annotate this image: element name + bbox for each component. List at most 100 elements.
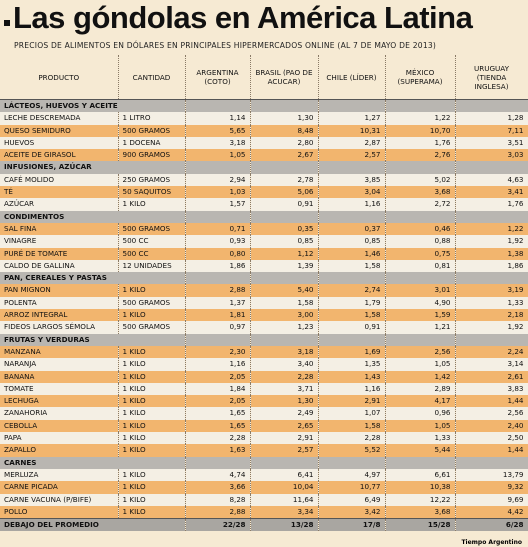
cell: 1 KILO — [118, 309, 186, 322]
cell — [318, 456, 386, 469]
footer-value: 22/28 — [185, 518, 251, 532]
cell: 1 KILO — [118, 407, 186, 420]
price: 3,01 — [385, 284, 456, 297]
product-row: PURÉ DE TOMATE 500 CC 0,80 1,12 1,46 0,75 1,38 — [0, 247, 528, 260]
price: 3,18 — [250, 345, 319, 359]
price: 3,41 — [455, 186, 528, 199]
price: 5,52 — [318, 444, 386, 457]
cell: FIDEOS LARGOS SÉMOLA — [0, 321, 119, 334]
price: 1,22 — [455, 222, 528, 236]
price: 3,00 — [250, 309, 319, 322]
price: 1,28 — [455, 112, 528, 125]
cell: 1 KILO — [118, 481, 186, 494]
cell: 1 KILO — [118, 198, 186, 211]
cell: CAFÉ MOLIDO — [0, 173, 119, 187]
price: 1,16 — [318, 382, 386, 396]
product-row: PAN MIGNON 1 KILO 2,88 5,40 2,74 3,01 3,19 — [0, 284, 528, 297]
product-row: POLENTA 500 GRAMOS 1,37 1,58 1,79 4,90 1,33 — [0, 296, 528, 310]
price: 3,04 — [318, 186, 386, 199]
cell: CEBOLLA — [0, 419, 119, 433]
price: 0,93 — [185, 235, 251, 248]
price: 3,34 — [250, 505, 319, 519]
footer-value: 6/28 — [455, 518, 528, 532]
cell — [185, 161, 251, 174]
price: 6,49 — [318, 493, 386, 506]
price: 1,21 — [385, 321, 456, 334]
price: 1,05 — [385, 419, 456, 433]
price: 4,63 — [455, 173, 528, 187]
price: 0,75 — [385, 247, 456, 260]
cell: 250 GRAMOS — [118, 173, 186, 187]
price: 1,43 — [318, 370, 386, 383]
cell: 500 GRAMOS — [118, 321, 186, 334]
price: 2,24 — [455, 345, 528, 359]
cell: 1 KILO — [118, 358, 186, 371]
cell: 500 GRAMOS — [118, 296, 186, 310]
price: 2,88 — [185, 505, 251, 519]
price: 10,31 — [318, 124, 386, 137]
price: 0,81 — [385, 259, 456, 273]
price: 1,44 — [455, 395, 528, 408]
cell — [250, 210, 319, 223]
footer-value: 15/28 — [385, 518, 456, 532]
product-row: ARROZ INTEGRAL 1 KILO 1,81 3,00 1,58 1,59 2,18 — [0, 309, 528, 322]
product-row: HUEVOS 1 DOCENA 3,18 2,80 2,87 1,76 3,51 — [0, 136, 528, 150]
table-body: LÁCTEOS, HUEVOS Y ACEITE LECHE DESCREMADA… — [0, 99, 528, 532]
cell: 12 UNIDADES — [118, 259, 186, 273]
price: 1,44 — [455, 444, 528, 457]
price: 9,32 — [455, 481, 528, 494]
price: 1,37 — [185, 296, 251, 310]
column-header: BRASIL (PAO DE ACUCAR) — [250, 55, 319, 100]
price: 1,92 — [455, 321, 528, 334]
price: 1,03 — [185, 186, 251, 199]
price: 3,19 — [455, 284, 528, 297]
price: 3,68 — [385, 186, 456, 199]
product-row: ZAPALLO 1 KILO 1,63 2,57 5,52 5,44 1,44 — [0, 444, 528, 457]
cell: 1 KILO — [118, 395, 186, 408]
cell: MANZANA — [0, 345, 119, 359]
cell: 1 KILO — [118, 284, 186, 297]
cell: LECHE DESCREMADA — [0, 112, 119, 125]
price: 3,40 — [250, 358, 319, 371]
price: 1,16 — [318, 198, 386, 211]
price: 1,84 — [185, 382, 251, 396]
price: 1,92 — [455, 235, 528, 248]
cell: 1 KILO — [118, 382, 186, 396]
price: 1,14 — [185, 112, 251, 125]
price: 2,28 — [318, 432, 386, 445]
product-row: CARNE PICADA 1 KILO 3,66 10,04 10,77 10,38 9,3… — [0, 481, 528, 494]
cell — [318, 272, 386, 285]
price: 1,65 — [185, 419, 251, 433]
cell: NARANJA — [0, 358, 119, 371]
cell: QUESO SEMIDURO — [0, 124, 119, 137]
price: 2,40 — [455, 419, 528, 433]
cell — [250, 161, 319, 174]
product-row: LECHUGA 1 KILO 2,05 1,30 2,91 4,17 1,44 — [0, 395, 528, 408]
cell — [185, 210, 251, 223]
product-row: TOMATE 1 KILO 1,84 3,71 1,16 2,89 3,83 — [0, 382, 528, 396]
section-title: CONDIMENTOS — [0, 210, 186, 223]
price: 2,56 — [385, 345, 456, 359]
price: 2,57 — [250, 444, 319, 457]
cell: 1 KILO — [118, 505, 186, 519]
product-row: MERLUZA 1 KILO 4,74 6,41 4,97 6,61 13,79 — [0, 468, 528, 482]
column-header: CANTIDAD — [118, 55, 186, 100]
price: 2,80 — [250, 136, 319, 150]
price: 1,58 — [318, 259, 386, 273]
price: 3,14 — [455, 358, 528, 371]
cell: LECHUGA — [0, 395, 119, 408]
cell: PAN MIGNON — [0, 284, 119, 297]
cell: ARROZ INTEGRAL — [0, 309, 119, 322]
price: 3,68 — [385, 505, 456, 519]
price: 1,35 — [318, 358, 386, 371]
price: 2,28 — [250, 370, 319, 383]
price: 1,81 — [185, 309, 251, 322]
price: 3,83 — [455, 382, 528, 396]
price: 3,51 — [455, 136, 528, 150]
product-row: QUESO SEMIDURO 500 GRAMOS 5,65 8,48 10,31 10,… — [0, 124, 528, 137]
price: 0,37 — [318, 222, 386, 236]
cell: BANANA — [0, 370, 119, 383]
price: 1,86 — [455, 259, 528, 273]
section-row: CONDIMENTOS — [0, 210, 528, 223]
cell: 500 CC — [118, 247, 186, 260]
